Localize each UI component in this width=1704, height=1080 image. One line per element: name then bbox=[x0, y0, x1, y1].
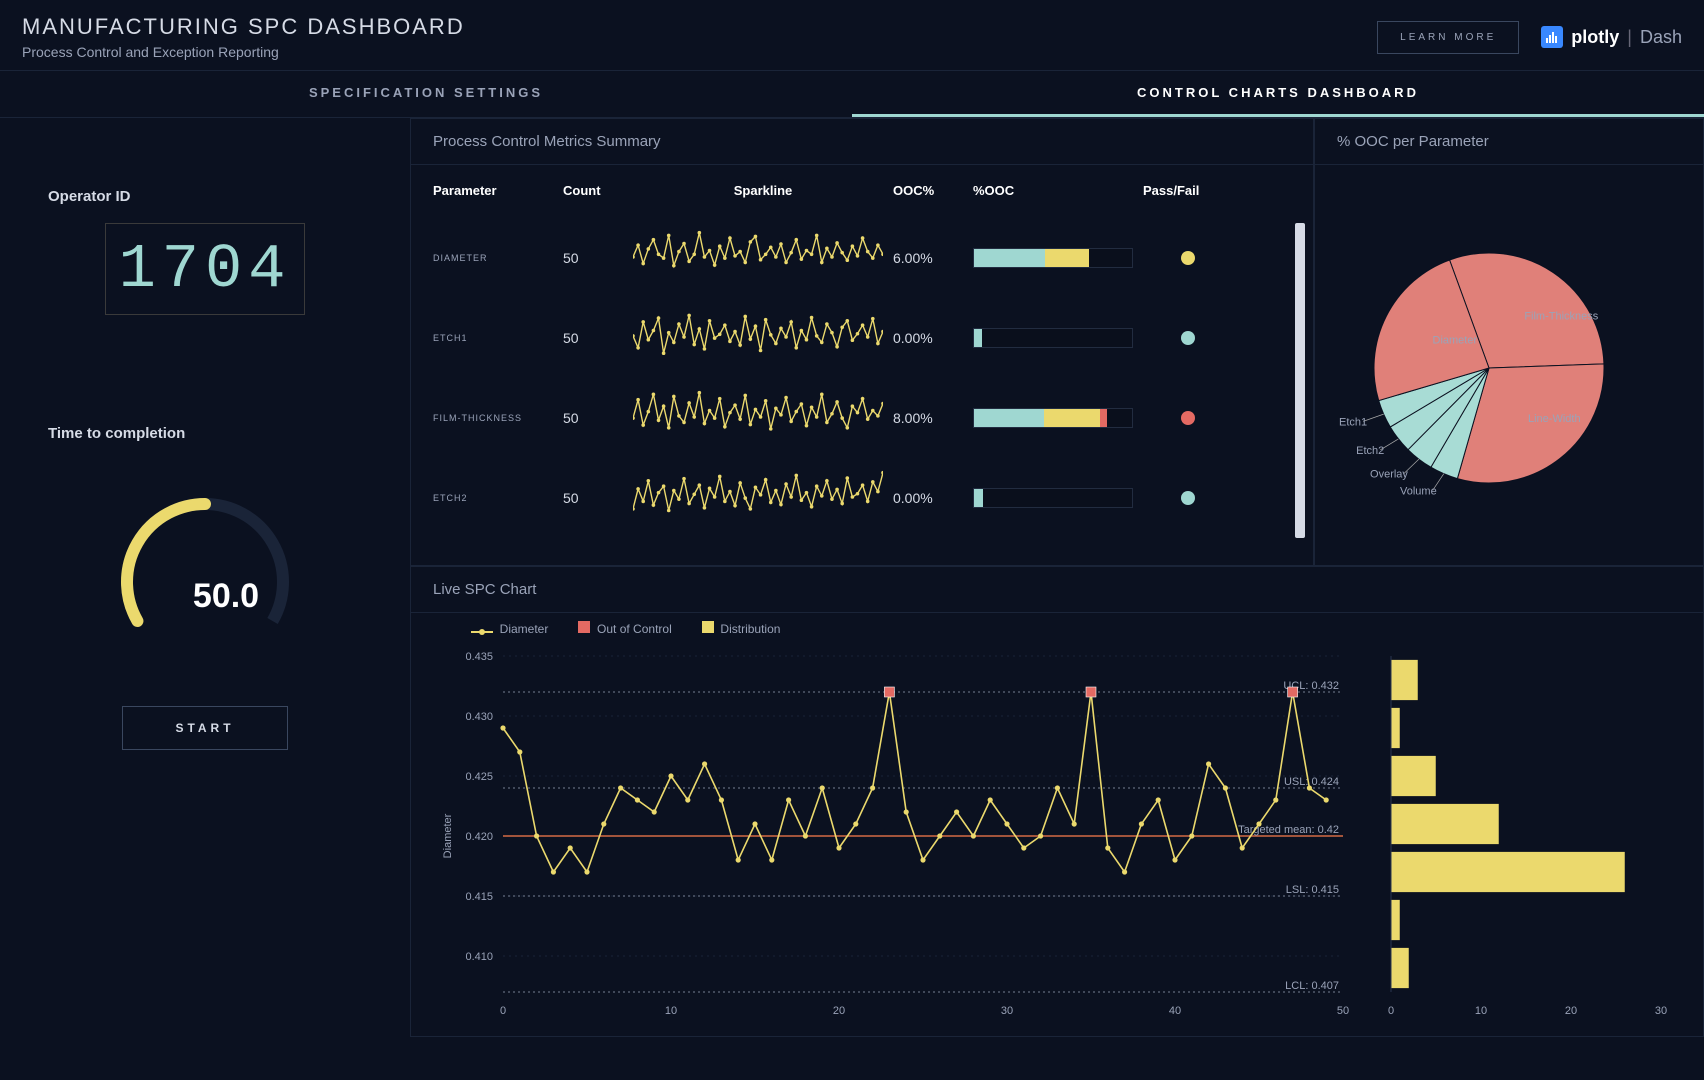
svg-text:Targeted mean: 0.42: Targeted mean: 0.42 bbox=[1238, 824, 1339, 836]
svg-text:0.430: 0.430 bbox=[465, 711, 493, 723]
svg-text:LSL: 0.415: LSL: 0.415 bbox=[1286, 884, 1339, 896]
live-spc-panel: Live SPC Chart Diameter Out of Control D… bbox=[410, 566, 1704, 1037]
metrics-row: DIAMETER506.00% bbox=[433, 218, 1291, 298]
operator-id-label: Operator ID bbox=[48, 188, 386, 205]
svg-text:0.425: 0.425 bbox=[465, 771, 493, 783]
brand-logo: plotly | Dash bbox=[1541, 26, 1682, 48]
svg-text:Diameter: Diameter bbox=[1433, 335, 1478, 347]
live-spc-title: Live SPC Chart bbox=[411, 567, 1703, 613]
svg-text:Overlay: Overlay bbox=[1370, 468, 1408, 480]
legend-series: Diameter bbox=[471, 622, 548, 636]
start-button[interactable]: START bbox=[122, 706, 287, 750]
live-body: 0.410 0.415 0.420 0.425 0.430 0.435 0 10 20 30 40 5… bbox=[411, 640, 1703, 1036]
sidebar: Operator ID 1704 Time to completion 50.0… bbox=[0, 118, 410, 1037]
main-grid: Process Control Metrics Summary Paramete… bbox=[410, 118, 1704, 1037]
svg-text:0.410: 0.410 bbox=[465, 951, 493, 963]
body-layout: Operator ID 1704 Time to completion 50.0… bbox=[0, 118, 1704, 1037]
plotly-icon bbox=[1541, 26, 1563, 48]
metrics-scrollbar[interactable] bbox=[1295, 223, 1305, 538]
metrics-row: FILM-THICKNESS508.00% bbox=[433, 378, 1291, 458]
metrics-row: ETCH2500.00% bbox=[433, 458, 1291, 538]
svg-text:20: 20 bbox=[833, 1005, 845, 1017]
svg-text:20: 20 bbox=[1565, 1005, 1577, 1017]
tab-specification[interactable]: SPECIFICATION SETTINGS bbox=[0, 71, 852, 117]
legend-ooc: Out of Control bbox=[578, 621, 671, 636]
svg-text:30: 30 bbox=[1001, 1005, 1013, 1017]
svg-text:USL: 0.424: USL: 0.424 bbox=[1284, 776, 1339, 788]
svg-text:Film-Thickness: Film-Thickness bbox=[1524, 311, 1598, 323]
ttc-gauge: 50.0 bbox=[24, 462, 386, 616]
svg-text:Etch1: Etch1 bbox=[1339, 416, 1367, 428]
metrics-row: ETCH1500.00% bbox=[433, 298, 1291, 378]
page-subtitle: Process Control and Exception Reporting bbox=[22, 44, 465, 60]
svg-text:Volume: Volume bbox=[1400, 485, 1437, 497]
svg-text:30: 30 bbox=[1655, 1005, 1667, 1017]
svg-text:0: 0 bbox=[500, 1005, 506, 1017]
learn-more-button[interactable]: LEARN MORE bbox=[1377, 21, 1519, 54]
pie-chart: Film-Thickness Line-Width Volume Overlay Etc… bbox=[1315, 165, 1703, 561]
pie-panel: % OOC per Parameter Film-Thickness Line-W… bbox=[1314, 118, 1704, 566]
metrics-panel: Process Control Metrics Summary Paramete… bbox=[410, 118, 1314, 566]
svg-text:Diameter: Diameter bbox=[442, 813, 454, 858]
ttc-label: Time to completion bbox=[48, 425, 386, 442]
svg-text:LCL: 0.407: LCL: 0.407 bbox=[1285, 980, 1339, 992]
svg-text:40: 40 bbox=[1169, 1005, 1181, 1017]
pie-title: % OOC per Parameter bbox=[1315, 119, 1703, 165]
tab-dashboard[interactable]: CONTROL CHARTS DASHBOARD bbox=[852, 71, 1704, 117]
tabs: SPECIFICATION SETTINGS CONTROL CHARTS DA… bbox=[0, 71, 1704, 118]
spc-line-chart: 0.410 0.415 0.420 0.425 0.430 0.435 0 10 20 30 40 5… bbox=[433, 646, 1353, 1026]
svg-text:0: 0 bbox=[1388, 1005, 1394, 1017]
legend-dist: Distribution bbox=[702, 621, 781, 636]
live-legend: Diameter Out of Control Distribution bbox=[471, 621, 1703, 636]
metrics-title: Process Control Metrics Summary bbox=[411, 119, 1313, 165]
header-actions: LEARN MORE plotly | Dash bbox=[1377, 21, 1682, 54]
svg-text:0.435: 0.435 bbox=[465, 651, 493, 663]
spc-histogram: 0 10 20 30 bbox=[1371, 646, 1671, 1026]
brand-divider: | bbox=[1627, 27, 1632, 48]
svg-text:0.420: 0.420 bbox=[465, 831, 493, 843]
metrics-body: ParameterCountSparklineOOC%%OOCPass/Fail… bbox=[411, 165, 1313, 548]
svg-text:10: 10 bbox=[1475, 1005, 1487, 1017]
svg-text:Etch2: Etch2 bbox=[1356, 445, 1384, 457]
brand-secondary: Dash bbox=[1640, 27, 1682, 48]
header: MANUFACTURING SPC DASHBOARD Process Cont… bbox=[0, 0, 1704, 71]
svg-text:0.415: 0.415 bbox=[465, 891, 493, 903]
svg-text:50: 50 bbox=[1337, 1005, 1349, 1017]
brand-primary: plotly bbox=[1571, 27, 1619, 48]
svg-text:10: 10 bbox=[665, 1005, 677, 1017]
operator-id-display: 1704 bbox=[105, 223, 305, 315]
svg-text:Line-Width: Line-Width bbox=[1528, 413, 1581, 425]
header-titles: MANUFACTURING SPC DASHBOARD Process Cont… bbox=[22, 14, 465, 60]
page-title: MANUFACTURING SPC DASHBOARD bbox=[22, 14, 465, 40]
